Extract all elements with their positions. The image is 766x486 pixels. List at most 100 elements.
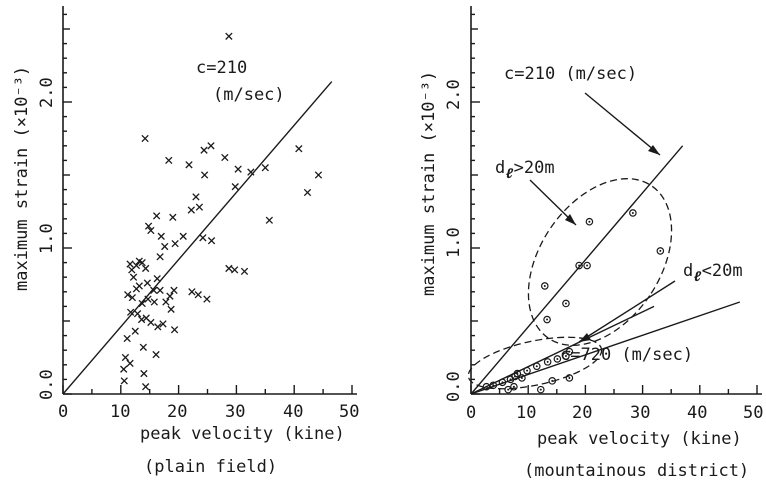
data-point-x-marker — [200, 171, 209, 179]
data-point-x-marker — [123, 334, 131, 343]
data-point-x-marker — [240, 267, 249, 276]
data-point-x-marker — [154, 323, 162, 331]
data-point-x-marker — [200, 146, 208, 154]
right-xtick-2: 20 — [572, 403, 592, 423]
data-point-circle-marker — [585, 217, 594, 226]
data-point-circle-marker — [575, 261, 583, 270]
data-point-x-marker — [265, 216, 274, 224]
left-xtick-2: 20 — [167, 402, 187, 422]
data-point-x-marker — [147, 226, 155, 235]
data-point-x-marker — [157, 232, 165, 240]
data-point-x-marker — [126, 260, 134, 268]
data-point-x-marker — [131, 327, 139, 335]
data-point-x-marker — [231, 266, 239, 274]
right-label-c720: c=720 (m/sec) — [560, 345, 693, 365]
right-label-c210: c=210 (m/sec) — [504, 64, 637, 84]
data-point-x-marker — [207, 142, 215, 150]
data-point-circle-marker — [540, 282, 549, 290]
data-point-x-marker — [132, 285, 141, 293]
left-y-label-main: maximum strain (×10⁻³) — [12, 66, 32, 291]
data-point-x-marker — [170, 326, 179, 334]
data-point-circle-marker — [543, 358, 552, 366]
data-point-x-marker — [161, 242, 169, 251]
data-point-x-marker — [120, 377, 128, 385]
right-fit-line-1 — [470, 301, 741, 395]
left-panel-plain-field: c=210 (m/sec) peak velocity (kine) (plai… — [12, 6, 359, 477]
right-xtick-0: 0 — [466, 403, 476, 423]
data-point-x-marker — [165, 156, 173, 165]
left-ytick-1: 1.0 — [37, 223, 57, 254]
lasso-dl-gt-20m — [527, 178, 673, 346]
data-point-x-marker — [141, 134, 149, 143]
label-dl-lt-20m: dℓ<20m — [683, 261, 743, 285]
left-xtick-1: 10 — [110, 402, 130, 422]
data-point-x-marker — [303, 188, 312, 197]
data-point-x-marker — [152, 212, 161, 220]
data-point-x-marker — [152, 350, 160, 359]
data-point-circle-marker — [548, 377, 557, 385]
left-xtick-5: 50 — [339, 402, 359, 422]
right-x-tick-labels: 0 10 20 30 40 50 — [466, 403, 763, 423]
data-point-x-marker — [141, 264, 150, 273]
right-y-label-main: maximum strain (×10⁻³) — [419, 71, 439, 296]
data-point-x-marker — [147, 318, 155, 327]
svg-text:maximum strain (×10⁻³): maximum strain (×10⁻³) — [419, 71, 439, 296]
data-point-x-marker — [128, 266, 136, 274]
label-dl-gt-20m: dℓ>20m — [495, 158, 555, 182]
left-ytick-0: 0.0 — [37, 369, 57, 400]
right-x-axis-label: peak velocity (kine) — [537, 429, 742, 449]
arrow-dl-gt-head — [565, 214, 576, 225]
data-point-x-marker — [150, 286, 158, 294]
data-point-x-marker — [138, 299, 146, 308]
data-point-x-marker — [188, 288, 196, 296]
left-xtick-3: 30 — [225, 402, 245, 422]
data-point-x-marker — [126, 308, 135, 316]
right-panel-mountainous-district: c=210 (m/sec) c=720 (m/sec) dℓ>20m dℓ<20… — [419, 6, 763, 481]
data-point-x-marker — [225, 32, 233, 40]
data-point-circle-marker — [536, 385, 545, 394]
right-ytick-2: 2.0 — [444, 79, 464, 110]
data-point-x-marker — [179, 232, 187, 240]
arrows — [529, 92, 676, 343]
data-point-x-marker — [153, 275, 161, 283]
arrow-dl-lt-head — [579, 333, 591, 342]
data-point-x-marker — [170, 286, 178, 294]
data-point-x-marker — [156, 253, 164, 261]
left-fit-line-c210 — [62, 81, 333, 395]
data-point-circle-marker — [510, 382, 518, 391]
data-point-x-marker — [143, 279, 152, 287]
data-point-x-marker — [192, 193, 200, 201]
data-point-x-marker — [231, 183, 239, 191]
data-point-circle-marker — [523, 366, 531, 375]
data-point-x-marker — [199, 234, 207, 242]
data-point-circle-marker — [482, 382, 491, 391]
data-point-x-marker — [159, 320, 167, 328]
data-point-x-marker — [140, 369, 148, 378]
data-point-x-marker — [187, 206, 195, 214]
right-fit-line-0 — [470, 145, 684, 395]
data-point-x-marker — [137, 315, 146, 324]
data-point-circle-marker — [518, 374, 526, 382]
data-point-circle-marker — [583, 261, 591, 270]
left-data-points — [120, 32, 323, 391]
data-point-x-marker — [221, 153, 229, 162]
data-point-circle-marker — [489, 381, 498, 390]
data-point-x-marker — [128, 293, 137, 302]
data-point-x-marker — [133, 310, 142, 318]
data-point-x-marker — [234, 165, 242, 173]
data-point-circle-marker — [656, 247, 665, 255]
right-ytick-1: 1.0 — [444, 227, 464, 258]
svg-text:maximum strain (×10⁻³): maximum strain (×10⁻³) — [12, 66, 32, 291]
data-point-x-marker — [295, 145, 303, 153]
data-point-x-marker — [194, 291, 202, 299]
left-fit-label-c: c=210 — [196, 58, 247, 78]
data-point-x-marker — [141, 383, 150, 391]
right-caption: (mountainous district) — [524, 461, 749, 481]
data-point-x-marker — [156, 286, 164, 294]
right-data-points — [482, 209, 665, 394]
right-xtick-1: 10 — [516, 403, 536, 423]
data-point-circle-marker — [498, 378, 507, 387]
left-fit-label-unit: (m/sec) — [213, 85, 285, 105]
data-point-x-marker — [225, 264, 233, 273]
